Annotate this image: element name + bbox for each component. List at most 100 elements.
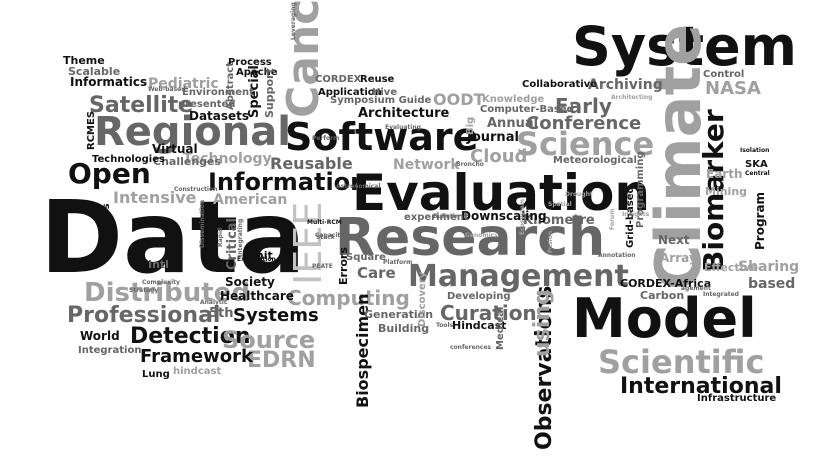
word-kilometre: Kilometre — [523, 213, 595, 228]
word-hindcast: Hindcast — [452, 319, 507, 332]
word-integrating: Integrating — [237, 218, 244, 257]
word-conferences: conferences — [450, 344, 492, 351]
word-mining: Mining — [705, 185, 748, 198]
word-control: Control — [703, 69, 745, 80]
word-professional: Professional — [67, 303, 221, 328]
word-source: Source — [222, 326, 316, 354]
word-presented: presented — [178, 99, 236, 110]
word-workflows: Workflows — [101, 203, 112, 262]
word-regional: Regional — [94, 109, 291, 155]
word-exploration: Exploration — [237, 256, 276, 263]
word-web-based: Web-based — [148, 86, 186, 93]
word-program: Program — [753, 191, 767, 250]
word-complexity: Complexity — [142, 279, 180, 286]
word-application: Application — [318, 87, 382, 98]
word-effective: Effective — [704, 261, 759, 274]
word-platform: Platform — [383, 259, 413, 266]
word-drought: Drought — [565, 191, 593, 198]
word-nasa: NASA — [705, 78, 761, 99]
word-ieee: IEEE — [286, 201, 330, 285]
word-astronomical: Astronomical — [336, 183, 381, 190]
word-challenges: Challenges — [153, 155, 222, 168]
word-rcmes: RCMES — [86, 110, 97, 150]
word-agement: agement — [681, 285, 711, 292]
word-using: using — [530, 289, 555, 357]
word-scalable: Scalable — [68, 65, 121, 78]
word-oodt: OODT — [433, 90, 485, 109]
word-data: Data — [40, 179, 306, 296]
word-technologies: Technologies — [92, 154, 165, 165]
word-evaluation: Evaluation — [352, 164, 650, 222]
word-ecosystem: Ecosystem — [519, 198, 526, 235]
word-integrated: Integrated — [703, 291, 739, 298]
word-system: System — [572, 15, 797, 78]
word-datasets: Datasets — [189, 109, 250, 123]
word-dissemination: Dissemination — [199, 199, 206, 248]
word-cancer: Cancer — [278, 0, 329, 118]
word-distributed: Distributed — [84, 278, 250, 308]
word-support: Support — [263, 68, 276, 118]
word-genomics: Genomics — [465, 232, 498, 239]
word-environment: Environment — [182, 87, 254, 98]
word-ska: SKA — [745, 159, 768, 170]
word-strategy: Strategy — [129, 287, 159, 294]
word-evaluating: Evaluating — [385, 124, 421, 131]
word-edrn: EDRN — [247, 348, 316, 373]
word-experiment: experiment — [404, 212, 469, 223]
word-curation: Curation — [440, 301, 537, 325]
word-generation: Generation — [364, 308, 434, 321]
word-reusable: Reusable — [270, 154, 353, 173]
word-conference: Conference — [526, 113, 642, 134]
word-pediatric: Pediatric — [148, 76, 219, 92]
word-informatics: Informatics — [70, 75, 148, 89]
word-square: Square — [346, 252, 386, 263]
word-technology: Technology — [183, 151, 272, 167]
word-broncho: Broncho — [456, 161, 484, 168]
word-insights: Insights — [622, 211, 650, 218]
word-apache: Apache — [236, 67, 278, 78]
word-leveraging: Leveraging — [290, 2, 297, 40]
word-central: Central — [745, 170, 770, 177]
word-infrastructure: Infrastructure — [697, 393, 777, 404]
word-cordex-africa: CORDEX-Africa — [620, 277, 712, 290]
word-intensive: Intensive — [113, 188, 197, 207]
word-cordex: CORDEX — [315, 74, 362, 85]
word-hindcast: hindcast — [173, 366, 222, 377]
word-systems: Systems — [233, 305, 319, 326]
word-architecting: Architecting — [611, 94, 653, 101]
word-management: Management — [408, 259, 629, 294]
word-capacity: Capacity — [315, 232, 345, 239]
word-hive: Hive — [372, 87, 398, 98]
word-fusion: Fusion — [547, 230, 554, 253]
word-collaborative: Collaborative — [522, 79, 598, 90]
word-early: Early — [555, 94, 612, 118]
word-computer-based: Computer-Based — [480, 104, 574, 115]
word-intl: Intl — [148, 258, 169, 271]
word-network: Network — [393, 157, 460, 173]
word-sharing: Sharing — [738, 259, 800, 275]
word-construction: Construction — [174, 186, 218, 193]
word-lung: Lung — [142, 369, 170, 380]
word-reuse: Reuse — [360, 74, 395, 85]
word-healthcare: Healthcare — [220, 289, 294, 303]
word-next: Next — [658, 233, 690, 247]
word-integration: Integration — [78, 345, 142, 356]
word-knowledge: Knowledge — [482, 94, 545, 105]
word-isolation: Isolation — [740, 147, 770, 154]
word-cloud: Cloud — [470, 146, 528, 167]
word-developing: Developing — [447, 291, 511, 302]
word-downscaling: Downscaling — [461, 209, 547, 223]
word-process: Process — [228, 57, 272, 68]
word-society: Society — [225, 275, 275, 289]
word-care: Care — [357, 264, 396, 282]
word-virtual: Virtual — [152, 142, 198, 156]
word-world: World — [80, 329, 120, 343]
word-information: Information — [208, 168, 368, 196]
word-array: Array — [660, 251, 697, 265]
word-peate: PEATE — [312, 263, 333, 270]
word-5th: 5th — [209, 306, 234, 321]
word-based: based — [748, 276, 796, 292]
word-architecture: Architecture — [358, 106, 450, 121]
word-research: Research — [335, 208, 606, 268]
